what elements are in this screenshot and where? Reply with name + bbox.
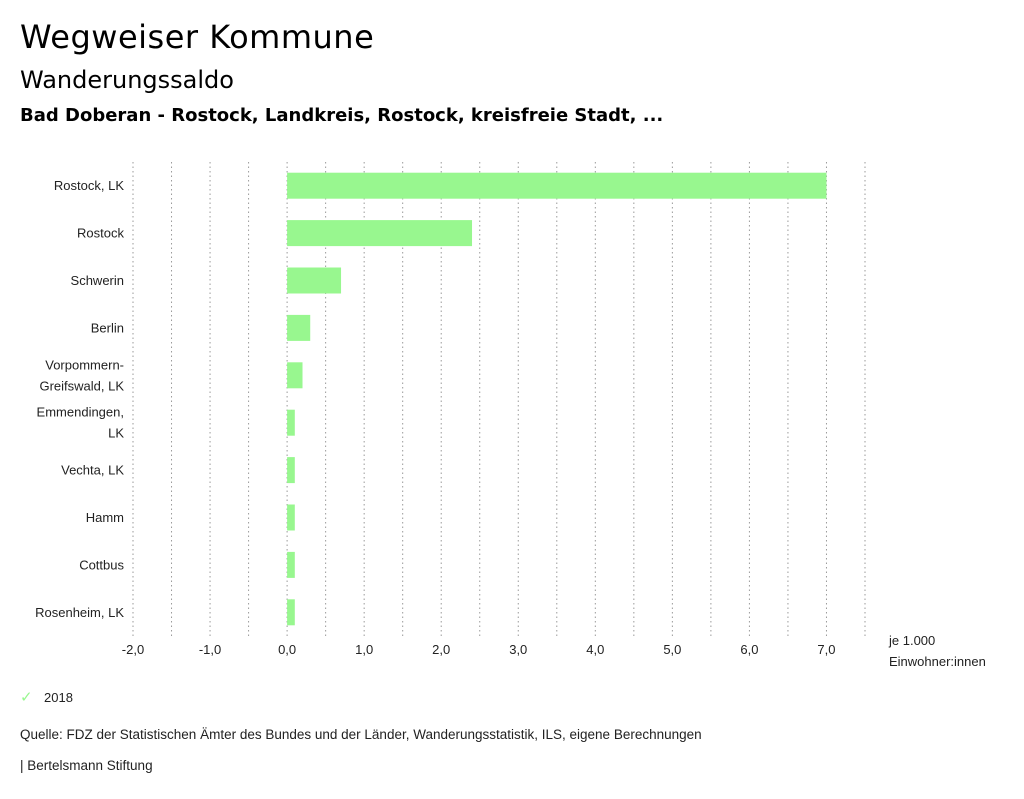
category-label-line: Vechta, LK — [61, 463, 124, 478]
category-label: Cottbus — [79, 557, 124, 572]
category-label: Vechta, LK — [61, 463, 124, 478]
unit-label-line-2: Einwohner:innen — [889, 654, 986, 669]
category-label-line: Rostock — [77, 226, 124, 241]
unit-label: je 1.000 Einwohner:innen — [889, 630, 986, 672]
category-label-line: Vorpommern- — [45, 357, 124, 372]
bar — [287, 551, 295, 578]
bar — [287, 314, 311, 341]
x-tick-label: 3,0 — [509, 642, 527, 657]
bar — [287, 267, 342, 294]
chart-subtitle: Wanderungssaldo — [20, 66, 234, 94]
legend-label: 2018 — [44, 689, 73, 705]
bar — [287, 220, 473, 247]
x-tick-label: 4,0 — [586, 642, 604, 657]
x-tick-label: 7,0 — [817, 642, 835, 657]
source-note: Quelle: FDZ der Statistischen Ämter des … — [20, 727, 702, 742]
page-title: Wegweiser Kommune — [20, 18, 375, 56]
x-tick-label: -2,0 — [122, 642, 144, 657]
bar-chart: -2,0 -1,0 0,0 1,0 2,0 3,0 4,0 5,0 6,0 7,0 Rostock,… — [35, 162, 866, 657]
category-label-line: Rostock, LK — [54, 178, 124, 193]
bar — [287, 409, 295, 436]
category-label: Rostock, LK — [54, 178, 124, 193]
category-label-line: LK — [108, 426, 124, 441]
x-tick-label: 2,0 — [432, 642, 450, 657]
legend[interactable]: ✓ 2018 — [20, 688, 73, 706]
bar — [287, 172, 827, 199]
x-tick-label: 5,0 — [663, 642, 681, 657]
category-label: Vorpommern- Greifswald, LK — [39, 357, 124, 393]
category-label-line: Schwerin — [71, 273, 124, 288]
bar — [287, 599, 295, 626]
bar — [287, 457, 295, 484]
x-tick-label: 1,0 — [355, 642, 373, 657]
category-label-line: Berlin — [91, 320, 124, 335]
category-label: Rostock — [77, 226, 124, 241]
category-label: Berlin — [91, 320, 124, 335]
category-label: Rosenheim, LK — [35, 605, 124, 620]
unit-label-line-1: je 1.000 — [889, 633, 936, 648]
category-label: Emmendingen, LK — [37, 405, 125, 441]
category-label-line: Hamm — [86, 510, 124, 525]
category-label: Hamm — [86, 510, 124, 525]
category-label-line: Rosenheim, LK — [35, 605, 124, 620]
category-label-line: Emmendingen, — [37, 405, 124, 420]
x-tick-label: 6,0 — [740, 642, 758, 657]
category-label: Schwerin — [71, 273, 124, 288]
bar — [287, 362, 303, 389]
category-label-line: Cottbus — [79, 557, 124, 572]
bar — [287, 504, 295, 531]
region-selector[interactable]: Bad Doberan - Rostock, Landkreis, Rostoc… — [20, 105, 664, 126]
category-label-line: Greifswald, LK — [39, 378, 124, 393]
check-icon: ✓ — [20, 689, 33, 706]
x-tick-label: 0,0 — [278, 642, 296, 657]
x-tick-label: -1,0 — [199, 642, 221, 657]
brand-note: | Bertelsmann Stiftung — [20, 758, 153, 773]
